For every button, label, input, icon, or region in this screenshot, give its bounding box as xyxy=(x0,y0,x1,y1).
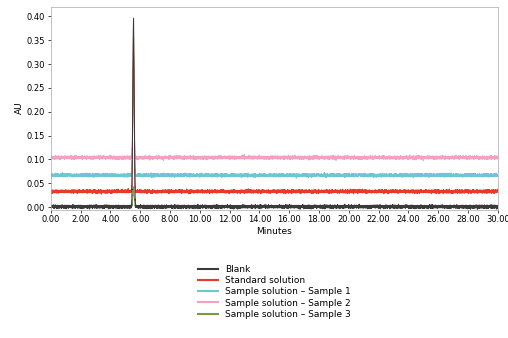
Sample solution – Sample 3 xyxy=(131,185,137,189)
Standard solution xyxy=(277,188,283,192)
Line: Sample solution – Sample 1: Sample solution – Sample 1 xyxy=(51,70,498,178)
Blank xyxy=(320,205,326,209)
Blank xyxy=(48,204,54,208)
Blank xyxy=(131,16,137,20)
Line: Sample solution – Sample 2: Sample solution – Sample 2 xyxy=(51,52,498,161)
Sample solution – Sample 1 xyxy=(48,174,54,178)
Sample solution – Sample 2 xyxy=(71,155,77,160)
Sample solution – Sample 2 xyxy=(277,154,283,159)
Legend: Blank, Standard solution, Sample solution – Sample 1, Sample solution – Sample 2: Blank, Standard solution, Sample solutio… xyxy=(198,265,351,319)
Sample solution – Sample 1 xyxy=(283,173,289,177)
Sample solution – Sample 1 xyxy=(131,68,137,72)
Standard solution xyxy=(71,188,77,192)
Standard solution xyxy=(131,34,137,38)
Sample solution – Sample 2 xyxy=(283,156,289,161)
Blank xyxy=(283,204,289,209)
Sample solution – Sample 3 xyxy=(164,204,170,209)
Sample solution – Sample 1 xyxy=(495,174,501,178)
Blank xyxy=(277,204,283,208)
Sample solution – Sample 2 xyxy=(320,156,326,160)
Sample solution – Sample 3 xyxy=(495,205,501,209)
Sample solution – Sample 2 xyxy=(495,155,501,160)
Blank xyxy=(495,205,501,209)
Blank xyxy=(71,204,77,208)
Blank xyxy=(297,207,303,211)
Blank xyxy=(164,206,170,210)
Line: Blank: Blank xyxy=(51,18,498,209)
Standard solution xyxy=(283,189,289,193)
Sample solution – Sample 1 xyxy=(293,176,299,180)
Line: Sample solution – Sample 3: Sample solution – Sample 3 xyxy=(51,187,498,208)
Sample solution – Sample 2 xyxy=(114,156,120,160)
Standard solution xyxy=(48,189,54,193)
Y-axis label: AU: AU xyxy=(15,102,24,115)
Line: Standard solution: Standard solution xyxy=(51,36,498,194)
Blank xyxy=(114,204,120,208)
Sample solution – Sample 1 xyxy=(277,174,283,178)
Sample solution – Sample 3 xyxy=(351,206,357,210)
Sample solution – Sample 2 xyxy=(164,156,170,160)
Sample solution – Sample 3 xyxy=(71,204,77,209)
Sample solution – Sample 2 xyxy=(131,50,137,54)
Sample solution – Sample 1 xyxy=(71,174,77,178)
Sample solution – Sample 2 xyxy=(420,159,426,163)
Sample solution – Sample 1 xyxy=(320,173,326,177)
Sample solution – Sample 1 xyxy=(114,173,120,177)
Sample solution – Sample 3 xyxy=(283,204,289,209)
Sample solution – Sample 3 xyxy=(114,204,120,209)
Standard solution xyxy=(495,190,501,194)
Sample solution – Sample 2 xyxy=(48,156,54,160)
Sample solution – Sample 1 xyxy=(164,173,170,177)
Sample solution – Sample 3 xyxy=(48,205,54,209)
Standard solution xyxy=(98,192,104,196)
Sample solution – Sample 3 xyxy=(320,204,326,208)
Standard solution xyxy=(114,189,120,193)
Standard solution xyxy=(320,189,326,193)
Sample solution – Sample 3 xyxy=(277,204,283,208)
Standard solution xyxy=(164,189,170,193)
X-axis label: Minutes: Minutes xyxy=(257,227,292,236)
